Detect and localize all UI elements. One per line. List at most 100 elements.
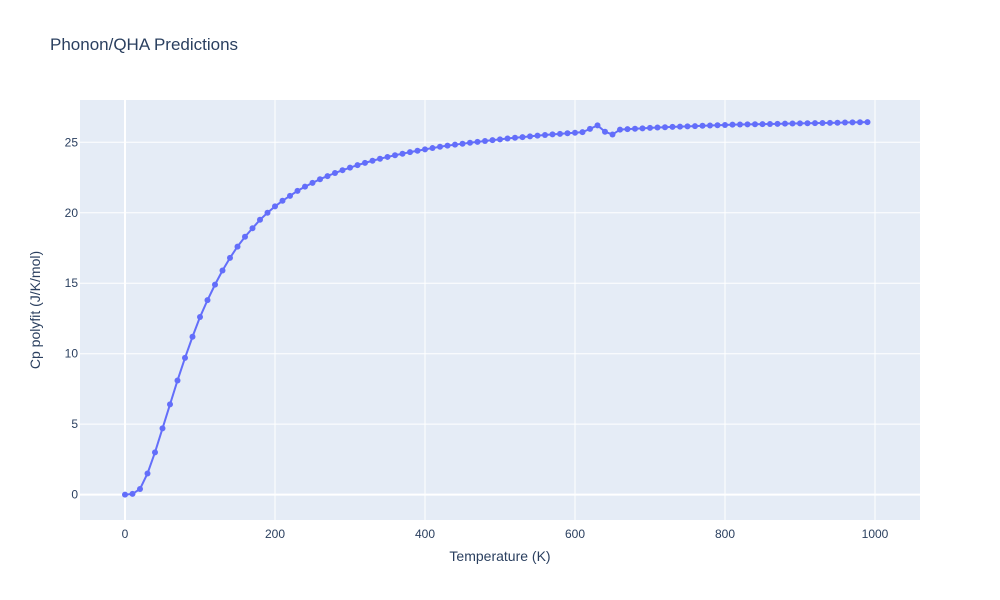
data-point[interactable]: [249, 225, 256, 232]
data-point[interactable]: [834, 119, 841, 126]
data-point[interactable]: [362, 159, 368, 166]
data-point[interactable]: [459, 140, 466, 147]
data-point[interactable]: [827, 119, 833, 126]
data-point[interactable]: [692, 123, 698, 130]
data-point[interactable]: [699, 122, 706, 129]
data-point[interactable]: [602, 128, 608, 135]
data-point[interactable]: [332, 170, 338, 177]
data-point[interactable]: [519, 134, 526, 141]
data-point[interactable]: [729, 121, 736, 128]
data-point[interactable]: [422, 146, 428, 153]
data-point[interactable]: [617, 126, 623, 133]
data-point[interactable]: [759, 121, 766, 128]
data-point[interactable]: [797, 120, 803, 127]
data-point[interactable]: [624, 126, 631, 133]
data-point[interactable]: [707, 122, 713, 129]
data-point[interactable]: [497, 136, 503, 143]
data-point[interactable]: [174, 377, 181, 384]
data-point[interactable]: [137, 485, 143, 492]
data-point[interactable]: [347, 164, 353, 171]
data-point[interactable]: [167, 401, 173, 408]
data-point[interactable]: [714, 122, 721, 129]
data-point[interactable]: [819, 119, 826, 126]
data-point[interactable]: [392, 152, 398, 159]
data-point[interactable]: [242, 233, 248, 240]
data-point[interactable]: [767, 120, 773, 127]
data-point[interactable]: [339, 167, 346, 174]
data-point[interactable]: [272, 203, 278, 210]
data-point[interactable]: [489, 137, 496, 144]
data-point[interactable]: [512, 134, 518, 141]
data-point[interactable]: [609, 131, 616, 138]
data-point[interactable]: [864, 119, 871, 126]
data-point[interactable]: [444, 142, 451, 149]
data-point[interactable]: [234, 243, 241, 250]
data-point[interactable]: [654, 124, 661, 131]
data-point[interactable]: [804, 120, 811, 127]
data-point[interactable]: [542, 131, 548, 138]
data-point[interactable]: [467, 139, 473, 146]
data-point[interactable]: [219, 267, 226, 274]
data-point[interactable]: [564, 130, 571, 137]
data-point[interactable]: [789, 120, 796, 127]
data-point[interactable]: [812, 120, 818, 127]
data-point[interactable]: [122, 491, 128, 498]
data-point[interactable]: [257, 216, 263, 223]
data-point[interactable]: [534, 132, 541, 139]
data-point[interactable]: [317, 176, 323, 183]
data-point[interactable]: [227, 254, 233, 261]
data-point[interactable]: [437, 143, 443, 150]
data-point[interactable]: [279, 197, 286, 204]
data-point[interactable]: [399, 150, 406, 157]
data-point[interactable]: [189, 333, 196, 340]
data-point[interactable]: [737, 121, 743, 128]
data-point[interactable]: [414, 147, 421, 154]
data-point[interactable]: [482, 138, 488, 145]
data-point[interactable]: [302, 183, 308, 190]
data-point[interactable]: [849, 119, 856, 126]
data-point[interactable]: [527, 133, 533, 140]
data-point[interactable]: [842, 119, 848, 126]
data-point[interactable]: [204, 297, 211, 304]
data-point[interactable]: [647, 124, 653, 131]
data-point[interactable]: [572, 129, 578, 136]
data-point[interactable]: [384, 153, 391, 160]
data-point[interactable]: [152, 449, 158, 456]
data-point[interactable]: [309, 179, 316, 186]
data-point[interactable]: [782, 120, 788, 127]
data-point[interactable]: [159, 425, 166, 432]
data-point[interactable]: [182, 354, 188, 361]
data-point[interactable]: [632, 125, 638, 132]
data-point[interactable]: [587, 125, 593, 132]
data-point[interactable]: [857, 119, 863, 126]
data-point[interactable]: [354, 162, 361, 169]
data-point[interactable]: [677, 123, 683, 130]
data-point[interactable]: [129, 490, 136, 497]
data-point[interactable]: [324, 173, 331, 180]
data-point[interactable]: [639, 125, 646, 132]
data-point[interactable]: [579, 129, 586, 136]
data-point[interactable]: [594, 122, 601, 129]
data-point[interactable]: [504, 135, 511, 142]
data-point[interactable]: [264, 209, 271, 216]
data-point[interactable]: [557, 130, 563, 137]
data-point[interactable]: [407, 149, 413, 156]
data-point[interactable]: [684, 123, 691, 130]
data-point[interactable]: [197, 314, 203, 321]
data-point[interactable]: [287, 192, 293, 199]
data-point[interactable]: [662, 124, 668, 131]
data-point[interactable]: [474, 138, 481, 145]
data-point[interactable]: [549, 131, 556, 138]
data-point[interactable]: [669, 123, 676, 130]
data-point[interactable]: [774, 120, 781, 127]
data-point[interactable]: [752, 121, 758, 128]
data-point[interactable]: [377, 155, 383, 162]
data-point[interactable]: [144, 470, 151, 477]
data-point[interactable]: [369, 157, 376, 164]
data-point[interactable]: [212, 281, 218, 288]
data-point[interactable]: [452, 141, 458, 148]
data-point[interactable]: [429, 145, 436, 152]
data-point[interactable]: [744, 121, 751, 128]
data-point[interactable]: [294, 187, 301, 194]
data-point[interactable]: [722, 121, 728, 128]
